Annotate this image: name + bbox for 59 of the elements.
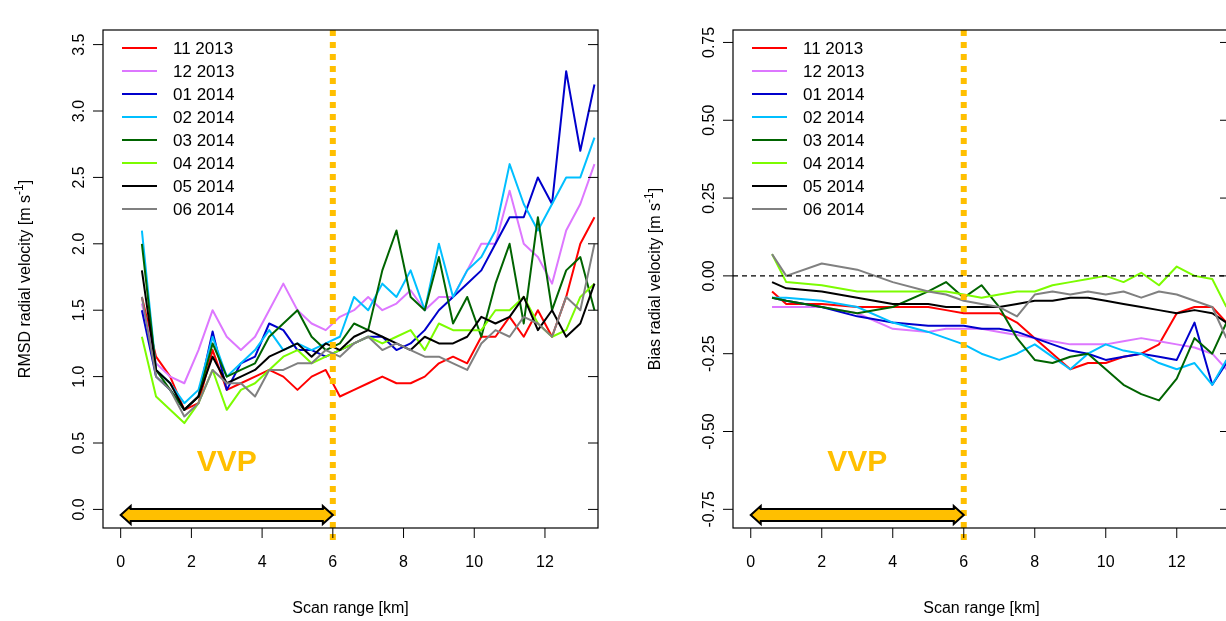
line-series [771, 281, 1226, 402]
line-series [140, 282, 596, 425]
x-tick-label: 10 [1096, 553, 1115, 570]
x-tick-label: 4 [888, 553, 898, 570]
line-series [140, 136, 596, 405]
y-tick-label: 0.25 [700, 182, 717, 214]
y-tick-label: 0.50 [700, 104, 717, 136]
legend-label: 11 2013 [173, 39, 234, 58]
y-tick-label: 0.00 [700, 260, 717, 292]
y-tick-label: 3.5 [70, 33, 87, 56]
x-tick-label: 6 [328, 553, 338, 570]
x-tick-label: 6 [959, 553, 969, 570]
y-tick-label: 1.0 [70, 365, 87, 388]
line-series [140, 242, 596, 418]
y-tick-label: -0.50 [700, 413, 717, 450]
y-tick-label: 1.5 [70, 298, 87, 322]
annotation: VVP [827, 444, 888, 477]
x-tick-label: 2 [186, 553, 196, 570]
x-tick-label: 8 [399, 553, 409, 570]
x-tick-label: 8 [1030, 553, 1040, 570]
legend-label: 01 2014 [173, 85, 235, 104]
legend-label: 12 2013 [803, 62, 865, 81]
y-tick-label: -0.75 [700, 490, 717, 528]
x-tick-label: 0 [746, 553, 756, 570]
legend-label: 06 2014 [803, 200, 865, 219]
x-axis-title: Scan range [km] [292, 599, 409, 616]
line-series [140, 269, 596, 411]
line-series [771, 253, 1226, 340]
y-tick-label: -0.25 [700, 335, 717, 372]
legend-label: 05 2014 [803, 177, 865, 196]
legend-label: 03 2014 [173, 131, 235, 150]
legend-label: 11 2013 [803, 39, 864, 58]
legend-label: 03 2014 [803, 131, 865, 150]
y-tick-label: 0.0 [70, 498, 87, 521]
y-tick-label: 0.5 [70, 431, 87, 455]
line-series [140, 216, 596, 411]
x-tick-label: 12 [1167, 553, 1186, 570]
x-tick-label: 4 [257, 553, 267, 570]
legend-label: 04 2014 [173, 154, 235, 173]
x-tick-label: 12 [536, 553, 554, 570]
legend-label: 04 2014 [803, 154, 865, 173]
x-axis-title: Scan range [km] [923, 599, 1040, 616]
legend-label: 12 2013 [173, 62, 235, 81]
line-series [771, 306, 1226, 371]
annotation: VVP [196, 444, 257, 477]
legend-label: 06 2014 [173, 200, 235, 219]
legend-label: 01 2014 [803, 85, 865, 104]
y-tick-label: 2.0 [70, 232, 87, 255]
line-series [771, 281, 1226, 324]
line-series [771, 290, 1226, 371]
y-tick-label: 2.5 [70, 166, 87, 189]
legend-label: 02 2014 [173, 108, 235, 127]
legend-label: 05 2014 [173, 177, 235, 196]
legend-label: 02 2014 [803, 108, 865, 127]
y-tick-label: 3.0 [70, 99, 87, 123]
y-tick-label: 0.75 [700, 26, 717, 59]
x-tick-label: 10 [465, 553, 484, 570]
x-tick-label: 0 [116, 553, 126, 570]
x-tick-label: 2 [817, 553, 827, 570]
